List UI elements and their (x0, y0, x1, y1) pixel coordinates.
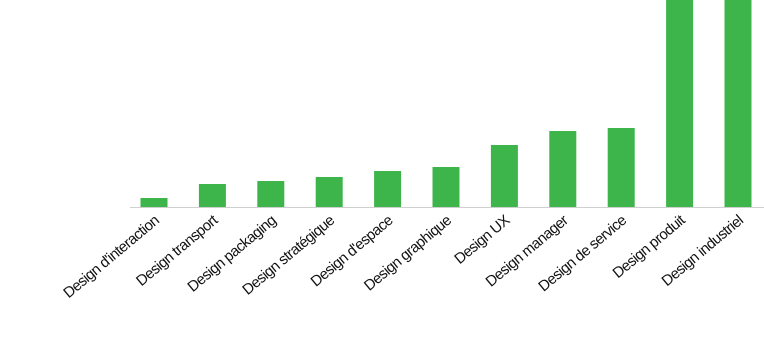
bar (666, 0, 694, 207)
bar (607, 128, 635, 207)
bar (549, 131, 577, 207)
bar (257, 181, 285, 207)
bar (140, 198, 168, 207)
bar (724, 0, 752, 207)
bars (140, 0, 752, 207)
bar (315, 177, 343, 207)
bar (432, 167, 460, 207)
bar (374, 171, 402, 207)
x-tick-label: Design d'interaction (60, 212, 162, 302)
bar (198, 184, 226, 207)
bar (490, 145, 518, 207)
